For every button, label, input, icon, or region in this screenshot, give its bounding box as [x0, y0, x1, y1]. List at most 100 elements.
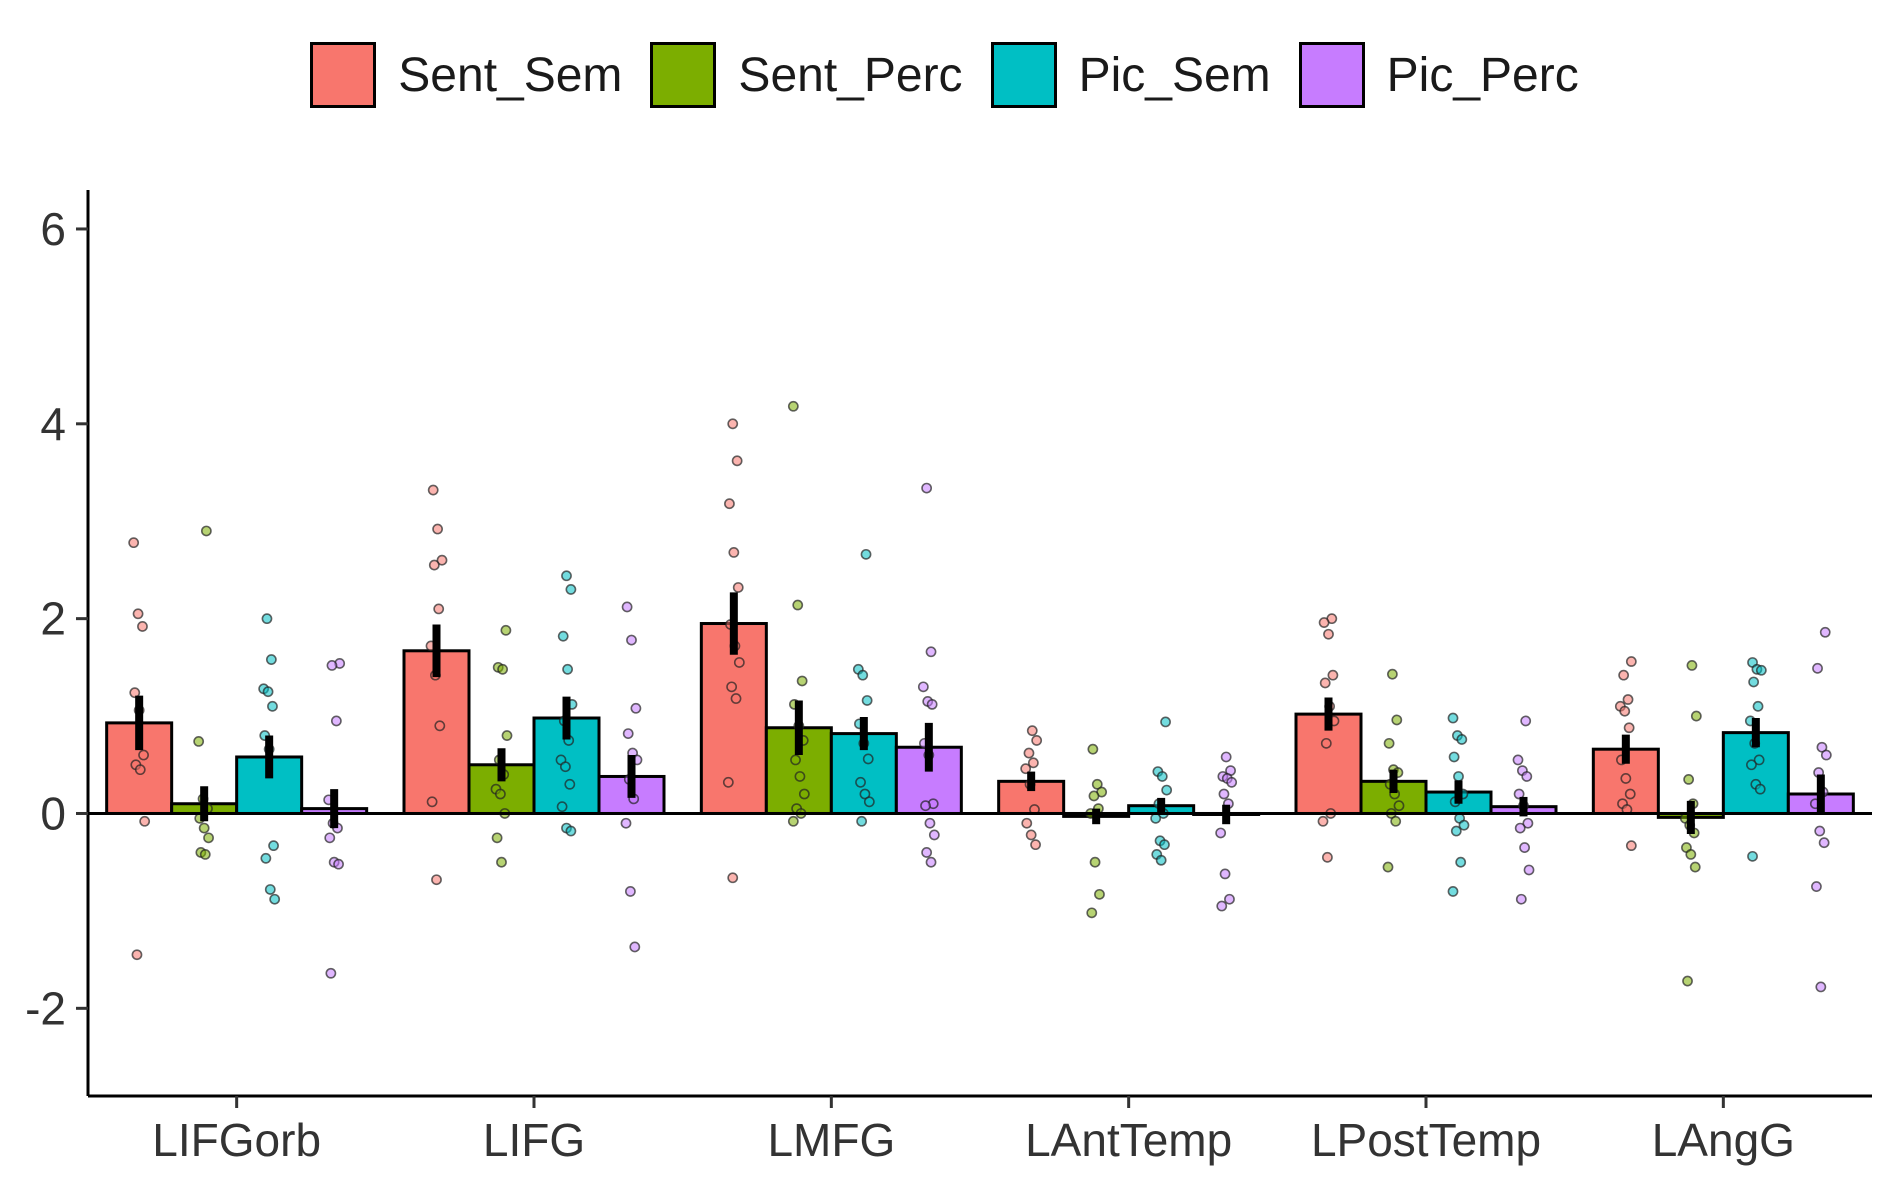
- point-lifgorb-sent-perc: [200, 525, 212, 537]
- point-lifgorb-pic-perc: [326, 660, 338, 671]
- point-lmfg-sent-sem: [726, 681, 738, 693]
- point-lifgorb-pic-perc: [325, 967, 337, 979]
- point-lanttemp-sent-perc: [1086, 907, 1098, 919]
- legend-swatch-sent-perc: [650, 42, 717, 108]
- point-lposttemp-pic-perc: [1515, 893, 1527, 905]
- point-langg-pic-sem: [1748, 676, 1760, 688]
- point-langg-pic-perc: [1820, 749, 1832, 761]
- point-lifgorb-pic-sem: [262, 686, 274, 698]
- point-lposttemp-pic-perc: [1523, 864, 1535, 876]
- point-lifgorb-pic-perc: [330, 715, 342, 727]
- point-lposttemp-sent-sem: [1322, 851, 1333, 863]
- legend-swatch-pic-sem: [990, 42, 1057, 108]
- point-lifgorb-pic-sem: [268, 840, 279, 852]
- point-lmfg-sent-sem: [732, 582, 744, 593]
- point-lmfg-pic-perc: [926, 698, 938, 710]
- point-lposttemp-pic-perc: [1520, 715, 1532, 727]
- point-langg-pic-sem: [1754, 783, 1766, 795]
- point-lmfg-pic-perc: [917, 681, 929, 693]
- point-lifg-sent-sem: [434, 720, 446, 732]
- legend: Sent_Sem Sent_Perc Pic_Sem Pic_Perc: [0, 42, 1889, 108]
- point-lifgorb-sent-sem: [138, 749, 149, 761]
- point-lmfg-sent-sem: [733, 657, 745, 668]
- point-lposttemp-sent-perc: [1393, 800, 1405, 812]
- point-lmfg-sent-perc: [787, 815, 799, 827]
- point-lifg-pic-perc: [621, 601, 633, 613]
- point-lanttemp-sent-perc: [1091, 778, 1103, 790]
- point-lanttemp-sent-perc: [1087, 743, 1099, 755]
- legend-label-sent-perc: Sent_Perc: [738, 48, 963, 102]
- legend-swatch-pic-perc: [1298, 42, 1365, 108]
- point-lposttemp-pic-perc: [1519, 842, 1530, 853]
- point-langg-sent-sem: [1620, 773, 1632, 784]
- point-lmfg-sent-sem: [722, 776, 734, 788]
- y-tick-label: 6: [40, 203, 66, 255]
- point-lanttemp-pic-sem: [1155, 854, 1167, 866]
- points-layer: [128, 400, 1832, 993]
- point-lifgorb-pic-sem: [264, 884, 276, 895]
- point-lposttemp-sent-perc: [1382, 861, 1394, 873]
- point-lifgorb-sent-sem: [129, 687, 141, 699]
- point-lanttemp-sent-sem: [1023, 747, 1035, 759]
- point-lmfg-sent-perc: [790, 754, 801, 766]
- point-lposttemp-sent-sem: [1318, 617, 1330, 628]
- point-lmfg-sent-perc: [798, 788, 810, 800]
- error-bars-layer: [135, 592, 1825, 834]
- legend-item-sent-sem: Sent_Sem: [310, 42, 622, 108]
- point-lanttemp-sent-sem: [1027, 757, 1039, 769]
- point-lanttemp-sent-sem: [1021, 817, 1033, 829]
- point-lanttemp-sent-sem: [1031, 735, 1043, 746]
- point-lmfg-pic-perc: [925, 646, 937, 658]
- point-langg-pic-sem: [1753, 754, 1765, 766]
- point-langg-sent-sem: [1624, 788, 1636, 800]
- point-langg-sent-sem: [1619, 705, 1631, 717]
- point-lifg-sent-sem: [432, 523, 443, 535]
- point-lifg-pic-sem: [565, 584, 577, 595]
- point-lifgorb-sent-sem: [137, 621, 148, 632]
- point-lifgorb-pic-sem: [261, 613, 273, 625]
- point-lposttemp-pic-sem: [1447, 712, 1459, 724]
- point-lmfg-sent-sem: [727, 872, 739, 884]
- point-langg-pic-sem: [1755, 664, 1767, 676]
- point-lifg-sent-sem: [431, 874, 442, 886]
- y-tick-label: 4: [40, 398, 66, 450]
- point-lifgorb-pic-perc: [324, 832, 336, 844]
- point-lmfg-pic-sem: [859, 788, 871, 800]
- point-lanttemp-pic-perc: [1220, 751, 1232, 763]
- point-lifgorb-pic-sem: [269, 893, 281, 905]
- legend-label-pic-perc: Pic_Perc: [1386, 48, 1579, 102]
- point-lifgorb-sent-perc: [198, 822, 210, 834]
- point-lanttemp-pic-perc: [1215, 827, 1227, 839]
- point-lifg-pic-sem: [565, 825, 577, 837]
- point-lmfg-pic-sem: [861, 695, 873, 706]
- point-lanttemp-sent-sem: [1030, 839, 1041, 851]
- point-lifg-pic-sem: [560, 761, 571, 773]
- point-lanttemp-pic-sem: [1161, 784, 1173, 796]
- point-lposttemp-pic-perc: [1514, 822, 1526, 834]
- point-lanttemp-pic-perc: [1216, 900, 1228, 912]
- x-tick-label-lifgorb: LIFGorb: [152, 1114, 321, 1166]
- point-langg-sent-perc: [1686, 660, 1698, 671]
- point-langg-pic-perc: [1814, 825, 1826, 837]
- point-lifg-sent-sem: [433, 603, 445, 615]
- x-tick-label-lanttemp: LAntTemp: [1025, 1114, 1232, 1166]
- point-langg-sent-perc: [1689, 861, 1701, 873]
- legend-item-pic-perc: Pic_Perc: [1298, 42, 1579, 108]
- point-lifg-sent-perc: [501, 730, 513, 741]
- x-tick-label-lmfg: LMFG: [767, 1114, 895, 1166]
- point-lmfg-sent-perc: [792, 599, 804, 611]
- point-lmfg-pic-sem: [862, 753, 874, 765]
- point-lposttemp-sent-perc: [1387, 668, 1398, 680]
- point-lmfg-sent-sem: [724, 498, 735, 510]
- point-langg-sent-perc: [1683, 773, 1695, 785]
- point-lifg-pic-sem: [564, 778, 576, 790]
- point-lifgorb-pic-sem: [267, 700, 278, 712]
- point-langg-sent-sem: [1625, 656, 1637, 667]
- point-lposttemp-pic-sem: [1458, 819, 1470, 831]
- point-lanttemp-sent-sem: [1026, 725, 1038, 737]
- point-langg-sent-perc: [1682, 975, 1693, 987]
- point-lifg-sent-sem: [428, 559, 440, 571]
- point-langg-sent-perc: [1690, 710, 1702, 722]
